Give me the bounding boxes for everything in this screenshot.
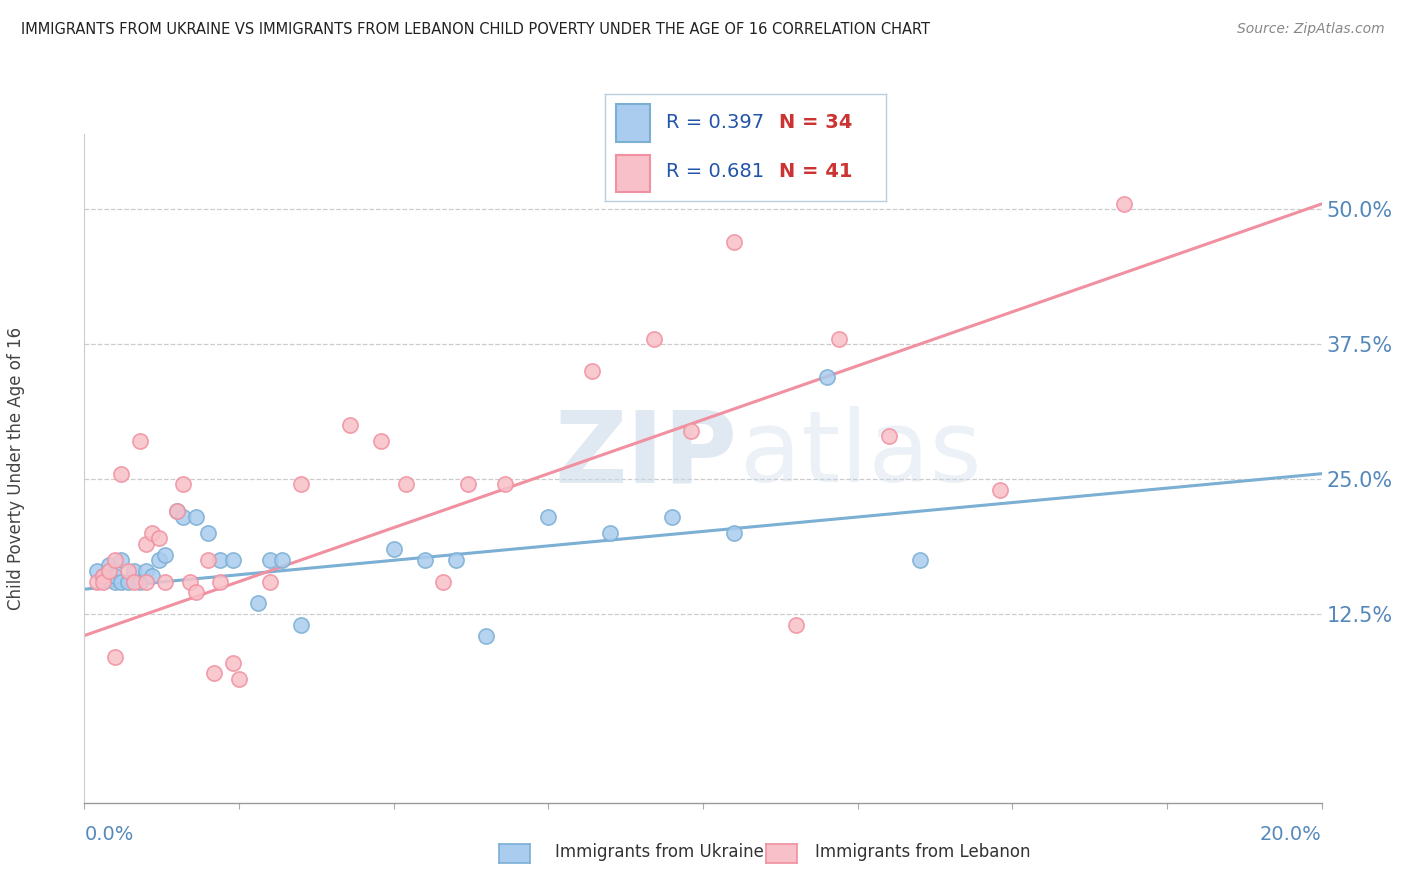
Point — [91, 569, 114, 583]
Point — [141, 569, 163, 583]
Point — [599, 526, 621, 541]
Point — [184, 585, 207, 599]
Point — [413, 553, 436, 567]
Bar — [616, 104, 650, 142]
Text: R = 0.397: R = 0.397 — [666, 113, 765, 132]
Bar — [616, 154, 650, 192]
Point — [117, 564, 139, 578]
Point — [581, 364, 603, 378]
Point — [148, 553, 170, 567]
Point — [1112, 197, 1135, 211]
Point — [172, 509, 194, 524]
Point — [110, 467, 132, 481]
Point — [475, 628, 498, 642]
Point — [197, 553, 219, 567]
Text: Immigrants from Lebanon: Immigrants from Lebanon — [815, 843, 1031, 861]
Text: N = 41: N = 41 — [779, 162, 852, 181]
Point — [117, 574, 139, 589]
Text: atlas: atlas — [740, 407, 981, 503]
Text: 0.0%: 0.0% — [84, 825, 134, 844]
Point — [166, 504, 188, 518]
Point — [259, 553, 281, 567]
Point — [457, 477, 479, 491]
Text: R = 0.681: R = 0.681 — [666, 162, 765, 181]
Point — [129, 574, 152, 589]
Point — [98, 558, 121, 573]
Point — [339, 418, 361, 433]
Point — [815, 369, 838, 384]
Point — [86, 564, 108, 578]
Text: 20.0%: 20.0% — [1260, 825, 1322, 844]
Point — [228, 672, 250, 686]
Point — [395, 477, 418, 491]
Point — [104, 569, 127, 583]
Point — [537, 509, 560, 524]
Point — [122, 574, 145, 589]
Point — [723, 526, 745, 541]
Point — [432, 574, 454, 589]
Point — [988, 483, 1011, 497]
Point — [444, 553, 467, 567]
Text: Child Poverty Under the Age of 16: Child Poverty Under the Age of 16 — [7, 326, 25, 610]
Point — [135, 564, 157, 578]
Point — [209, 553, 232, 567]
Point — [172, 477, 194, 491]
Point — [370, 434, 392, 449]
Point — [197, 526, 219, 541]
Point — [91, 574, 114, 589]
Point — [86, 574, 108, 589]
Text: ZIP: ZIP — [554, 407, 737, 503]
Point — [179, 574, 201, 589]
Point — [222, 553, 245, 567]
Point — [135, 574, 157, 589]
Point — [908, 553, 931, 567]
Point — [166, 504, 188, 518]
Text: Source: ZipAtlas.com: Source: ZipAtlas.com — [1237, 22, 1385, 37]
Point — [104, 650, 127, 665]
Point — [209, 574, 232, 589]
Point — [184, 509, 207, 524]
Point — [679, 424, 702, 438]
Point — [129, 434, 152, 449]
Point — [222, 656, 245, 670]
Point — [290, 617, 312, 632]
Point — [271, 553, 294, 567]
Point — [148, 532, 170, 546]
Point — [110, 553, 132, 567]
Point — [785, 617, 807, 632]
Point — [110, 574, 132, 589]
Point — [290, 477, 312, 491]
Point — [122, 564, 145, 578]
Point — [104, 574, 127, 589]
Point — [135, 537, 157, 551]
Point — [259, 574, 281, 589]
Point — [877, 429, 900, 443]
Text: Immigrants from Ukraine: Immigrants from Ukraine — [555, 843, 765, 861]
Point — [202, 666, 225, 681]
Point — [98, 564, 121, 578]
Point — [382, 542, 405, 557]
Text: IMMIGRANTS FROM UKRAINE VS IMMIGRANTS FROM LEBANON CHILD POVERTY UNDER THE AGE O: IMMIGRANTS FROM UKRAINE VS IMMIGRANTS FR… — [21, 22, 931, 37]
Point — [723, 235, 745, 249]
Point — [91, 569, 114, 583]
Point — [246, 596, 269, 610]
Point — [494, 477, 516, 491]
Point — [828, 332, 851, 346]
Point — [153, 574, 176, 589]
Text: N = 34: N = 34 — [779, 113, 852, 132]
Point — [153, 548, 176, 562]
Point — [643, 332, 665, 346]
Point — [104, 553, 127, 567]
Point — [661, 509, 683, 524]
Point — [141, 526, 163, 541]
